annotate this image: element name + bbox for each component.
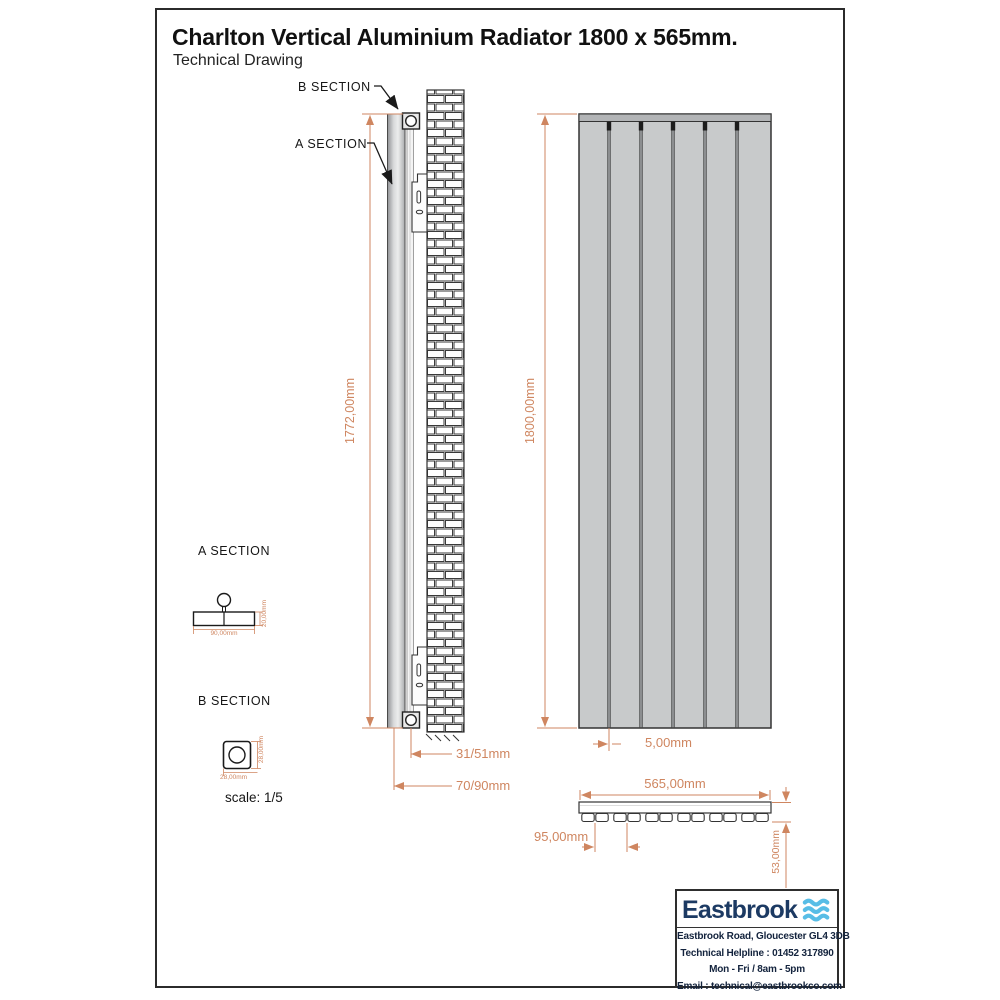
page-title: Charlton Vertical Aluminium Radiator 180… <box>172 24 738 50</box>
dimension-depth: 53,00mm <box>770 830 782 874</box>
brand-helpline: Technical Helpline : 01452 317890 <box>680 947 834 959</box>
depth-dimension <box>772 787 791 888</box>
dimension-panel-pitch: 95,00mm <box>534 829 589 844</box>
page-subtitle: Technical Drawing <box>173 52 303 69</box>
scale-label: scale: 1/5 <box>225 790 283 805</box>
b-section-drawing <box>222 740 261 776</box>
wall-bracket-bottom <box>411 646 428 706</box>
panel-gaps <box>606 121 740 728</box>
dimension-side-height: 1772,00mm <box>343 378 357 445</box>
front-height-dimension <box>537 113 577 729</box>
b-section-callout: B SECTION <box>298 80 371 94</box>
bottom-collector-section <box>401 711 421 729</box>
dimension-b-horizontal: 28,00mm <box>220 774 248 781</box>
side-height-dimension <box>362 113 403 729</box>
section-leader-arrows <box>367 85 399 185</box>
brand-wordmark: Eastbrook <box>682 895 798 924</box>
wave-icon <box>802 898 830 922</box>
b-detail-title: B SECTION <box>198 694 271 708</box>
panel-tubes <box>581 812 769 823</box>
brand-logo: Eastbrook <box>677 891 837 928</box>
dimension-a-width: 90,00mm <box>210 630 238 637</box>
brand-email: Email : technical@eastbrookco.com <box>677 980 842 992</box>
wall-distance-dimensions <box>393 728 452 790</box>
front-view <box>537 113 772 751</box>
dimension-a-depth: 20,00mm <box>261 600 268 628</box>
dimension-overall-width: 565,00mm <box>644 776 706 791</box>
panel-gap-dimension <box>593 728 621 751</box>
side-panel <box>387 113 406 729</box>
a-detail-title: A SECTION <box>198 544 271 558</box>
brick-wall <box>425 89 465 742</box>
brand-card: Eastbrook Eastbrook Road, Gloucester GL4… <box>675 889 850 992</box>
dimension-panel-gap: 5,00mm <box>645 735 692 750</box>
dimension-pipe-to-wall: 31/51mm <box>456 746 511 761</box>
drawing-sheet: Charlton Vertical Aluminium Radiator 180… <box>155 8 850 992</box>
wall-bracket-top <box>411 173 428 233</box>
top-collector-section <box>401 112 421 130</box>
brand-hours: Mon - Fri / 8am - 5pm <box>709 964 805 976</box>
a-section-drawing <box>192 592 263 634</box>
brand-address: Eastbrook Road, Gloucester GL4 3DB <box>677 931 850 942</box>
dimension-front-to-wall: 70/90mm <box>456 778 511 793</box>
a-section-callout: A SECTION <box>295 137 368 151</box>
dimension-b-vertical: 28,00mm <box>258 736 265 764</box>
radiator-top-bar <box>578 113 772 122</box>
bottom-view <box>578 787 791 888</box>
pitch-dimension <box>582 823 640 852</box>
dimension-front-height: 1800,00mm <box>523 378 537 445</box>
side-view <box>362 85 465 790</box>
technical-drawing-linework <box>192 85 791 888</box>
radiator-body <box>578 113 772 729</box>
width-dimension <box>579 790 771 800</box>
